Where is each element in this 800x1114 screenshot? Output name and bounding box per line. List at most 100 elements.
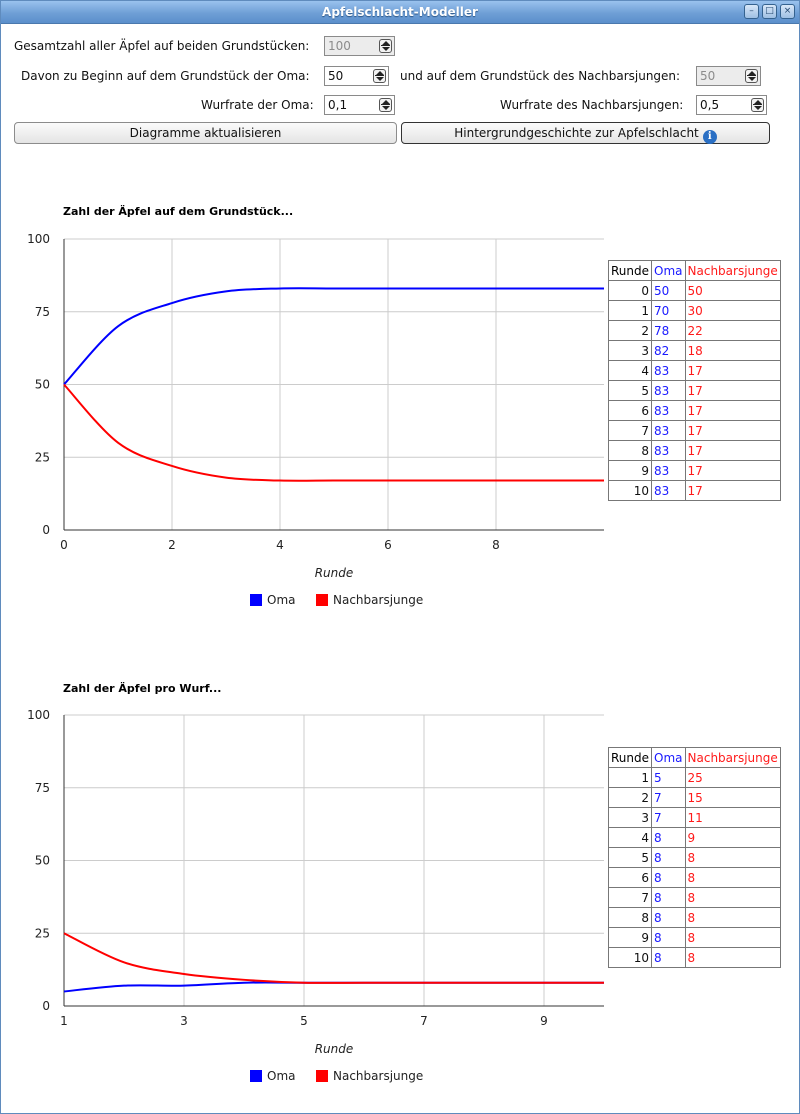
table-cell: 82 (651, 340, 686, 361)
table-cell: 17 (684, 440, 781, 461)
column-header: Oma (651, 260, 686, 281)
table-cell: 6 (607, 400, 653, 421)
table-cell: 10 (607, 480, 653, 501)
spinner-arrows-icon (379, 39, 392, 53)
oma-rate-value[interactable]: 0,1 (328, 98, 348, 112)
table-cell: 8 (684, 907, 781, 928)
spinner-arrows-icon[interactable] (751, 98, 764, 112)
y-tick-label: 100 (27, 708, 50, 722)
table-row: 10 8 8 (607, 947, 781, 968)
table-row: 7 83 17 (607, 420, 781, 441)
table-cell: 8 (651, 827, 686, 848)
table-cell: 83 (651, 400, 686, 421)
spinner-arrows-icon[interactable] (379, 98, 392, 112)
table-cell: 17 (684, 460, 781, 481)
table-cell: 17 (684, 420, 781, 441)
y-tick-label: 75 (35, 305, 50, 319)
y-tick-label: 0 (42, 523, 50, 537)
neighbor-rate-value[interactable]: 0,5 (700, 98, 720, 112)
update-charts-button[interactable]: Diagramme aktualisieren (14, 122, 397, 144)
table-cell: 83 (651, 380, 686, 401)
table-cell: 7 (607, 420, 653, 441)
table-cell: 2 (607, 787, 653, 808)
table-cell: 5 (607, 847, 653, 868)
table-row: 2 7 15 (607, 787, 781, 808)
y-tick-label: 50 (35, 854, 50, 868)
column-header: Runde (607, 747, 653, 768)
table-row: 3 82 18 (607, 340, 781, 361)
apples-per-throw-table: Runde Oma Nachbarsjunge 1 5 25 2 7 15 3 7 11 4 8 9 5 8 8 6… (607, 747, 781, 968)
legend-swatch (250, 1070, 262, 1082)
neighbor-start-value: 50 (700, 69, 716, 83)
table-cell: 17 (684, 380, 781, 401)
series-line-nachbarsjunge (63, 383, 604, 482)
background-story-label: Hintergrundgeschichte zur Apfelschlacht (454, 126, 699, 140)
table-row: 0 50 50 (607, 280, 781, 301)
apples-per-throw-chart: 0 25 50 75 100 1 3 5 7 9 Runde Oma Nachbarsjunge (27, 708, 604, 1083)
table-cell: 7 (607, 887, 653, 908)
table-row: 1 70 30 (607, 300, 781, 321)
oma-start-value[interactable]: 50 (328, 69, 344, 83)
table-row: 5 83 17 (607, 380, 781, 401)
x-tick-label: 7 (420, 1014, 428, 1028)
oma-start-spinner[interactable]: 50 (324, 66, 389, 86)
legend-swatch (316, 1070, 328, 1082)
table-cell: 17 (684, 400, 781, 421)
table-row: 1 5 25 (607, 767, 781, 788)
legend-label: Nachbarsjunge (333, 1069, 423, 1083)
apples-per-plot-chart: 0 25 50 75 100 0 2 4 6 8 Runde Oma Nachbarsjunge (27, 232, 604, 607)
table-row: 9 83 17 (607, 460, 781, 481)
x-axis-label: Runde (315, 566, 354, 580)
table-cell: 9 (607, 460, 653, 481)
table-cell: 9 (684, 827, 781, 848)
minimize-icon[interactable]: – (744, 4, 759, 19)
column-header: Oma (651, 747, 686, 768)
table-cell: 83 (651, 440, 686, 461)
table-cell: 8 (651, 867, 686, 888)
table-cell: 18 (684, 340, 781, 361)
table-cell: 5 (607, 380, 653, 401)
table-cell: 8 (684, 927, 781, 948)
table-cell: 17 (684, 360, 781, 381)
table-row: 3 7 11 (607, 807, 781, 828)
table-row: 2 78 22 (607, 320, 781, 341)
spinner-arrows-icon (745, 69, 758, 83)
chart1-title: Zahl der Äpfel auf dem Grundstück... (63, 205, 294, 218)
column-header: Nachbarsjunge (684, 260, 781, 281)
table-cell: 9 (607, 927, 653, 948)
total-apples-spinner: 100 (324, 36, 395, 56)
title-bar[interactable]: Apfelschlacht-Modeller – □ × (1, 1, 799, 24)
legend-label: Oma (267, 1069, 296, 1083)
table-cell: 8 (684, 887, 781, 908)
table-cell: 8 (684, 867, 781, 888)
x-tick-label: 3 (180, 1014, 188, 1028)
close-icon[interactable]: × (780, 4, 795, 19)
table-cell: 10 (607, 947, 653, 968)
x-tick-label: 1 (60, 1014, 68, 1028)
y-tick-label: 25 (35, 926, 50, 940)
table-cell: 30 (684, 300, 781, 321)
y-tick-label: 100 (27, 232, 50, 246)
maximize-icon[interactable]: □ (762, 4, 777, 19)
total-apples-label: Gesamtzahl aller Äpfel auf beiden Grunds… (14, 39, 310, 53)
x-tick-label: 8 (492, 538, 500, 552)
table-cell: 4 (607, 360, 653, 381)
legend-swatch (250, 594, 262, 606)
x-tick-label: 2 (168, 538, 176, 552)
oma-rate-spinner[interactable]: 0,1 (324, 95, 395, 115)
table-cell: 1 (607, 767, 653, 788)
neighbor-start-label: und auf dem Grundstück des Nachbarsjunge… (400, 69, 681, 83)
background-story-button[interactable]: Hintergrundgeschichte zur Apfelschlacht i (401, 122, 770, 144)
table-cell: 83 (651, 420, 686, 441)
spinner-arrows-icon[interactable] (373, 69, 386, 83)
table-cell: 5 (651, 767, 686, 788)
table-cell: 25 (684, 767, 781, 788)
table-cell: 17 (684, 480, 781, 501)
neighbor-rate-spinner[interactable]: 0,5 (696, 95, 767, 115)
